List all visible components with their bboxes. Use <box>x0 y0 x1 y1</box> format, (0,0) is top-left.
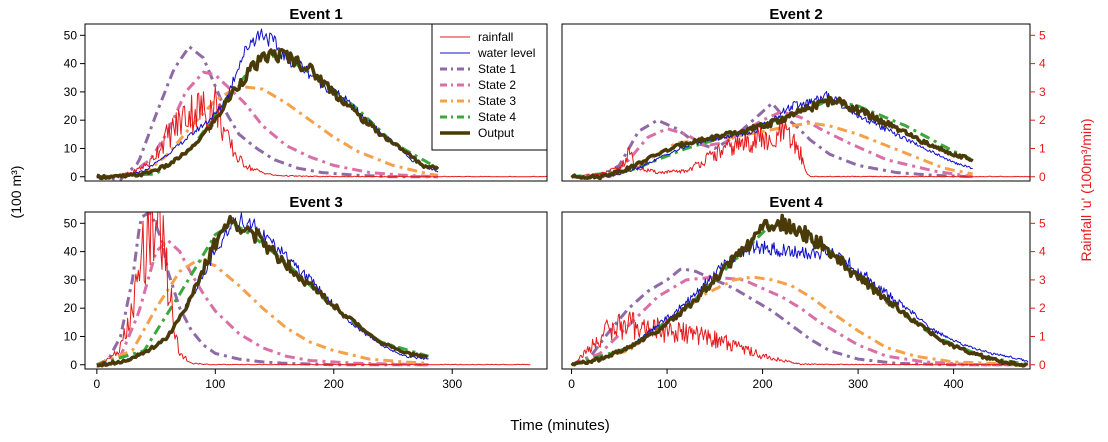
plot-area <box>96 28 547 181</box>
panel-title: Event 3 <box>289 194 342 211</box>
legend: rainfall water level State 1 State 2 State 3… <box>431 23 548 151</box>
series-state-1 <box>570 267 1029 367</box>
series-output <box>96 214 429 368</box>
series-output <box>570 213 1028 368</box>
series-state-1 <box>96 45 438 181</box>
right-axis-title: Rainfall 'u' (100m³/min) <box>1078 118 1094 261</box>
y-right-tick-label: 0 <box>1039 170 1046 184</box>
y-tick-label: 10 <box>64 329 78 343</box>
panel-4: Event 4 0 1 2 3 4 5 0 100 200 300 400 <box>561 194 1046 391</box>
x-tick-label: 400 <box>944 377 964 391</box>
plot-area <box>570 90 1030 181</box>
y-tick-label: 20 <box>64 113 78 127</box>
plot-area <box>570 213 1029 368</box>
y-tick-label: 30 <box>64 85 78 99</box>
series-rainfall <box>96 212 531 366</box>
legend-label: Output <box>478 126 515 140</box>
x-tick-label: 200 <box>324 377 344 391</box>
y-tick-label: 50 <box>64 216 78 230</box>
legend-label: State 1 <box>478 62 516 76</box>
left-axis-title: (100 m³) <box>8 166 24 219</box>
y-tick-label: 50 <box>64 28 78 42</box>
y-right-tick-label: 4 <box>1039 245 1046 259</box>
y-right-tick-label: 1 <box>1039 141 1046 155</box>
series-water-level <box>571 240 1029 366</box>
panel-frame <box>561 23 1031 182</box>
series-state-2 <box>96 70 439 179</box>
x-axis-title: Time (minutes) <box>510 417 609 434</box>
series-state-2 <box>571 275 1029 367</box>
legend-box <box>431 23 548 151</box>
x-tick-label: 0 <box>568 377 575 391</box>
series-rainfall <box>96 86 547 178</box>
x-tick-label: 100 <box>657 377 677 391</box>
panel-title: Event 4 <box>769 194 823 211</box>
series-state-2 <box>571 110 973 179</box>
x-tick-label: 300 <box>442 377 462 391</box>
legend-label: State 4 <box>478 110 516 124</box>
y-right-tick-label: 0 <box>1039 358 1046 372</box>
panel-2: Event 2 0 1 2 3 4 5 <box>561 6 1046 184</box>
series-state-3 <box>96 259 429 367</box>
y-right-tick-label: 4 <box>1039 57 1046 71</box>
legend-label: State 2 <box>478 78 516 92</box>
y-right-tick-label: 3 <box>1039 273 1046 287</box>
y-right-tick-label: 5 <box>1039 216 1046 230</box>
panel-3: Event 3 0 10 20 30 40 50 0 100 200 300 <box>64 194 548 391</box>
y-right-tick-label: 2 <box>1039 113 1046 127</box>
series-state-2 <box>96 238 429 367</box>
series-state-4 <box>96 53 439 179</box>
y-tick-label: 40 <box>64 245 78 259</box>
legend-label: water level <box>477 46 535 60</box>
y-tick-label: 0 <box>70 170 77 184</box>
y-tick-label: 0 <box>70 358 77 372</box>
series-output <box>96 47 440 181</box>
series-output <box>570 95 974 181</box>
x-tick-label: 300 <box>848 377 868 391</box>
x-tick-label: 200 <box>753 377 773 391</box>
y-tick-label: 30 <box>64 273 78 287</box>
series-state-3 <box>571 121 973 179</box>
y-right-tick-label: 1 <box>1039 329 1046 343</box>
plot-area <box>96 212 531 368</box>
panel-frame <box>84 211 548 370</box>
series-water-level <box>96 28 439 179</box>
panel-1: Event 1 0 10 20 30 40 50 <box>64 6 548 184</box>
y-right-tick-label: 2 <box>1039 301 1046 315</box>
panel-title: Event 2 <box>769 6 822 23</box>
legend-label: rainfall <box>478 30 513 44</box>
x-tick-label: 0 <box>94 377 101 391</box>
y-tick-label: 10 <box>64 141 78 155</box>
series-state-3 <box>96 84 439 179</box>
y-right-tick-label: 5 <box>1039 28 1046 42</box>
y-right-tick-label: 3 <box>1039 85 1046 99</box>
y-tick-label: 20 <box>64 301 78 315</box>
panel-frame <box>561 211 1031 370</box>
y-tick-label: 40 <box>64 57 78 71</box>
series-state-1 <box>571 101 973 179</box>
panel-title: Event 1 <box>289 6 342 23</box>
series-state-3 <box>571 275 1029 367</box>
series-rainfall <box>571 311 1029 366</box>
series-rainfall <box>571 118 1030 178</box>
x-tick-label: 100 <box>205 377 225 391</box>
legend-label: State 3 <box>478 94 516 108</box>
